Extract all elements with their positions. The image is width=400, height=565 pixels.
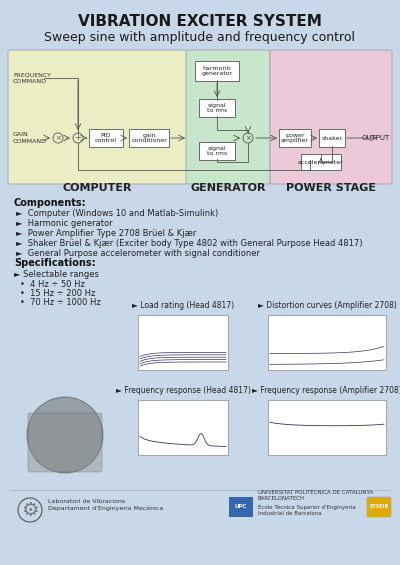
Text: ►  Computer (Windows 10 and Matlab-Simulink): ► Computer (Windows 10 and Matlab-Simuli… [16, 209, 218, 218]
Text: ETSEIB: ETSEIB [369, 505, 389, 510]
FancyBboxPatch shape [229, 497, 253, 517]
Text: Laboratori de Vibracions
Departament d'Enginyeria Mecànica: Laboratori de Vibracions Departament d'E… [48, 499, 163, 511]
Circle shape [27, 397, 103, 473]
FancyBboxPatch shape [270, 50, 392, 184]
Text: POWER STAGE: POWER STAGE [286, 183, 376, 193]
FancyBboxPatch shape [186, 50, 270, 184]
Text: UNIVERSITAT POLITÈCNICA DE CATALUNYA
BARCELONATECH
École Tècnica Superior d'Engi: UNIVERSITAT POLITÈCNICA DE CATALUNYA BAR… [258, 490, 373, 516]
FancyBboxPatch shape [199, 142, 235, 160]
Text: accelerometer: accelerometer [298, 159, 344, 164]
Text: Components:: Components: [14, 198, 87, 208]
FancyBboxPatch shape [129, 129, 169, 147]
Text: •  15 Hz ÷ 200 Hz: • 15 Hz ÷ 200 Hz [20, 289, 95, 298]
Text: GENERATOR: GENERATOR [190, 183, 266, 193]
Text: Sweep sine with amplitude and frequency control: Sweep sine with amplitude and frequency … [44, 32, 356, 45]
FancyBboxPatch shape [138, 400, 228, 455]
Text: shaker: shaker [322, 136, 342, 141]
Text: ► Frequency response (Amplifier 2708): ► Frequency response (Amplifier 2708) [252, 386, 400, 395]
Text: UPC: UPC [235, 505, 247, 510]
Text: ►  Power Amplifier Type 2708 Brüel & Kjær: ► Power Amplifier Type 2708 Brüel & Kjær [16, 229, 196, 238]
Text: ►  Harmonic generator: ► Harmonic generator [16, 219, 113, 228]
FancyBboxPatch shape [8, 50, 187, 184]
Text: ► Selectable ranges: ► Selectable ranges [14, 270, 99, 279]
Text: FREQUENCY
COMMAND: FREQUENCY COMMAND [13, 72, 51, 84]
Text: ×: × [245, 135, 251, 141]
FancyBboxPatch shape [199, 99, 235, 117]
FancyBboxPatch shape [195, 61, 239, 81]
Text: VIBRATION EXCITER SYSTEM: VIBRATION EXCITER SYSTEM [78, 15, 322, 29]
FancyBboxPatch shape [301, 154, 341, 170]
Text: •  4 Hz ÷ 50 Hz: • 4 Hz ÷ 50 Hz [20, 280, 85, 289]
Text: ►  General Purpose accelerometer with signal conditioner: ► General Purpose accelerometer with sig… [16, 249, 260, 258]
Text: GAIN
COMMAND: GAIN COMMAND [13, 132, 47, 144]
Text: COMPUTER: COMPUTER [62, 183, 132, 193]
Text: ⚙: ⚙ [21, 501, 39, 519]
Text: ► Frequency response (Head 4817): ► Frequency response (Head 4817) [116, 386, 250, 395]
FancyBboxPatch shape [279, 129, 311, 147]
Text: ► Distortion curves (Amplifier 2708): ► Distortion curves (Amplifier 2708) [258, 301, 396, 310]
Text: ×: × [55, 135, 61, 141]
FancyBboxPatch shape [268, 315, 386, 370]
Text: power
amplifier: power amplifier [281, 133, 309, 144]
Text: gain
conditioner: gain conditioner [131, 133, 167, 144]
FancyBboxPatch shape [138, 315, 228, 370]
Text: ►  Shaker Brüel & Kjær (Exciter body Type 4802 with General Purpose Head 4817): ► Shaker Brüel & Kjær (Exciter body Type… [16, 239, 362, 248]
FancyBboxPatch shape [268, 400, 386, 455]
Text: •  70 Hz ÷ 1000 Hz: • 70 Hz ÷ 1000 Hz [20, 298, 101, 307]
Text: PID
control: PID control [95, 133, 117, 144]
Text: OUTPUT: OUTPUT [362, 135, 390, 141]
FancyBboxPatch shape [28, 413, 102, 472]
Text: signal
to rms: signal to rms [207, 146, 227, 157]
FancyBboxPatch shape [319, 129, 345, 147]
Text: Specifications:: Specifications: [14, 258, 96, 268]
FancyBboxPatch shape [89, 129, 123, 147]
Text: signal
to rms: signal to rms [207, 103, 227, 114]
Text: +: + [74, 133, 82, 142]
Text: harmonic
generator: harmonic generator [201, 66, 233, 76]
FancyBboxPatch shape [367, 497, 391, 517]
Text: ► Load rating (Head 4817): ► Load rating (Head 4817) [132, 301, 234, 310]
